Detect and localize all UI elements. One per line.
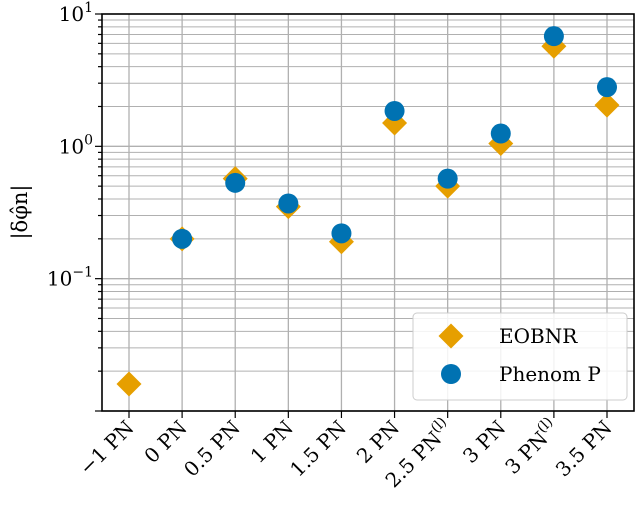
y-axis: 10−1 100 101 bbox=[47, 0, 102, 412]
eobnr-point bbox=[594, 92, 620, 118]
x-tick-label: 3.5 PN bbox=[551, 416, 617, 482]
legend-label: EOBNR bbox=[499, 324, 578, 348]
eobnr-point bbox=[116, 371, 142, 397]
legend-label: Phenom P bbox=[499, 362, 601, 386]
y-tick-label: 101 bbox=[59, 0, 93, 26]
phenom-p-point bbox=[172, 228, 193, 249]
x-tick-label: 1.5 PN bbox=[285, 416, 351, 482]
phenom-p-point bbox=[331, 223, 352, 244]
phenom-p-point bbox=[543, 26, 564, 47]
phenom-p-point bbox=[437, 168, 458, 189]
plot-frame bbox=[101, 13, 635, 412]
x-axis: −1 PN 0 PN0.5 PN 1 PN1.5 PN 2 PN2.5 PN(l) 3 … bbox=[74, 411, 617, 492]
phenom-p-point bbox=[278, 193, 299, 214]
x-tick-label: 3 PN(l) bbox=[499, 414, 564, 479]
y-axis-label: |δφ̂n| bbox=[8, 184, 33, 239]
phenom-p-point bbox=[490, 123, 511, 144]
legend-marker-phenom-p bbox=[441, 364, 461, 384]
plot-marks bbox=[116, 26, 620, 397]
x-tick-label: −1 PN bbox=[74, 416, 138, 480]
phenom-p-point bbox=[384, 100, 405, 121]
phenom-p-point bbox=[225, 172, 246, 193]
phenom-p-point bbox=[597, 77, 617, 98]
x-tick-label: 0.5 PN bbox=[179, 416, 245, 482]
grid bbox=[102, 14, 634, 412]
legend: EOBNR Phenom P bbox=[412, 312, 628, 401]
y-tick-label: 100 bbox=[59, 132, 93, 158]
y-tick-label: 10−1 bbox=[47, 265, 93, 291]
legend-marker-eobnr bbox=[438, 323, 464, 349]
legend-box bbox=[412, 312, 628, 401]
